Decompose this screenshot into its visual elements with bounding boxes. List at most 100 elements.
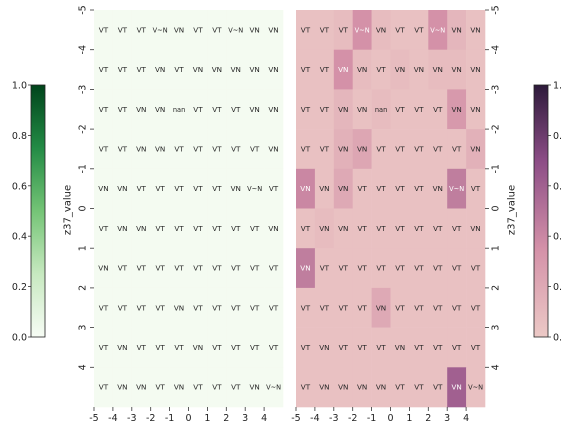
cell-label: VT xyxy=(99,65,109,74)
heatmap-cell xyxy=(207,327,227,368)
heatmap-cell xyxy=(94,208,114,249)
heatmap-cell xyxy=(428,49,448,90)
cell-label: VN xyxy=(470,65,480,74)
cell-label: VN xyxy=(319,184,329,193)
cell-label: VT xyxy=(99,105,109,114)
cell-label: VT xyxy=(99,343,109,352)
x-tick-label: -1 xyxy=(165,413,174,424)
cell-label: VN xyxy=(155,105,165,114)
x-tick-label: -3 xyxy=(329,413,338,424)
cell-label: VT xyxy=(155,224,165,233)
heatmap-cell xyxy=(296,287,316,328)
cell-label: VT xyxy=(414,184,424,193)
heatmap-cell xyxy=(371,208,391,249)
y-tick-label: -2 xyxy=(491,124,502,133)
cell-label: VT xyxy=(414,224,424,233)
cell-label: VN xyxy=(470,144,480,153)
cell-label: VN xyxy=(250,383,260,392)
cell-label: VN xyxy=(98,264,108,273)
heatmap-cell xyxy=(447,10,467,50)
heatmap-cell xyxy=(371,248,391,289)
cell-label: VT xyxy=(250,144,260,153)
x-tick-label: 3 xyxy=(242,413,248,424)
heatmap-cell xyxy=(352,248,372,289)
heatmap-cell xyxy=(333,287,353,328)
heatmap-cell xyxy=(466,287,486,328)
cell-label: VT xyxy=(250,264,260,273)
heatmap-cell xyxy=(245,49,265,90)
heatmap-cell xyxy=(409,49,429,90)
heatmap-cell xyxy=(296,327,316,368)
heatmap-cell xyxy=(94,327,114,368)
x-tick-label: -2 xyxy=(348,413,357,424)
cell-label: VT xyxy=(452,264,462,273)
heatmap-cell xyxy=(466,367,486,408)
heatmap-cell xyxy=(409,327,429,368)
x-tick-label: -5 xyxy=(291,413,300,424)
heatmap-cell xyxy=(314,89,335,130)
cell-label: VT xyxy=(414,383,424,392)
heatmap-cell xyxy=(150,49,170,90)
cell-label: VT xyxy=(212,144,222,153)
cell-label: VT xyxy=(193,383,203,392)
cell-label: VT xyxy=(357,184,367,193)
cell-label: VT xyxy=(212,383,222,392)
cell-label: VT xyxy=(118,264,128,273)
cell-label: VN xyxy=(452,383,462,392)
cell-label: VT xyxy=(301,383,311,392)
heatmap-cell xyxy=(333,327,353,368)
heatmap-cell xyxy=(352,129,372,170)
cell-label: VT xyxy=(137,25,147,34)
heatmap-cell xyxy=(188,49,208,90)
heatmap-cell xyxy=(169,208,189,249)
heatmap-cell xyxy=(390,208,410,249)
heatmap-cell xyxy=(390,168,410,209)
heatmap-cell xyxy=(466,208,486,249)
heatmap-cell xyxy=(296,89,316,130)
cell-label: VT xyxy=(155,343,165,352)
cell-label: VT xyxy=(357,224,367,233)
cell-label: VT xyxy=(433,224,443,233)
heatmap-cell xyxy=(207,367,227,408)
heatmap-cell xyxy=(371,287,391,328)
cell-label: VT xyxy=(320,264,330,273)
heatmap-cell xyxy=(466,168,486,209)
heatmap-cell xyxy=(264,89,284,130)
heatmap-cell xyxy=(245,367,265,408)
y-tick-label: 4 xyxy=(491,364,502,370)
cell-label: VN xyxy=(136,144,146,153)
heatmap-cell xyxy=(466,10,486,50)
heatmap-cell xyxy=(296,49,316,90)
y-tick-label: -3 xyxy=(491,85,502,94)
heatmap-cell xyxy=(264,248,284,289)
cell-label: VN xyxy=(174,25,184,34)
heatmap-cell xyxy=(264,10,284,50)
cell-label: VT xyxy=(357,264,367,273)
heatmap-cell xyxy=(296,10,316,50)
cell-label: VT xyxy=(99,144,109,153)
heatmap-cell xyxy=(333,367,353,408)
heatmap-cell xyxy=(333,49,353,90)
cell-label: VT xyxy=(339,303,349,312)
colorbar-tick-label: 0.6 xyxy=(12,181,27,192)
heatmap-cell xyxy=(169,367,189,408)
heatmap-cell xyxy=(428,287,448,328)
x-tick-label: 2 xyxy=(223,413,229,424)
heatmap-cell xyxy=(112,129,133,170)
heatmap-cell xyxy=(112,248,133,289)
heatmap-left: VT VT VT V~N VN VT VT V~N VN VN VT VT VT VN VT VN VN VN VN… xyxy=(12,5,284,424)
heatmap-cell xyxy=(226,129,246,170)
cell-label: VN xyxy=(231,65,241,74)
heatmap-cell xyxy=(409,89,429,130)
heatmap-cell xyxy=(428,129,448,170)
colorbar-tick-label: 0.2 xyxy=(12,282,27,293)
cell-label: VT xyxy=(231,224,241,233)
heatmap-cell xyxy=(264,208,284,249)
cell-label: VT xyxy=(99,383,109,392)
y-tick-label: 2 xyxy=(491,285,502,291)
y-tick-label: 3 xyxy=(491,325,502,331)
heatmap-cell xyxy=(112,287,133,328)
heatmap-cell xyxy=(188,208,208,249)
heatmap-cell xyxy=(352,10,372,50)
cell-label: VT xyxy=(376,184,386,193)
